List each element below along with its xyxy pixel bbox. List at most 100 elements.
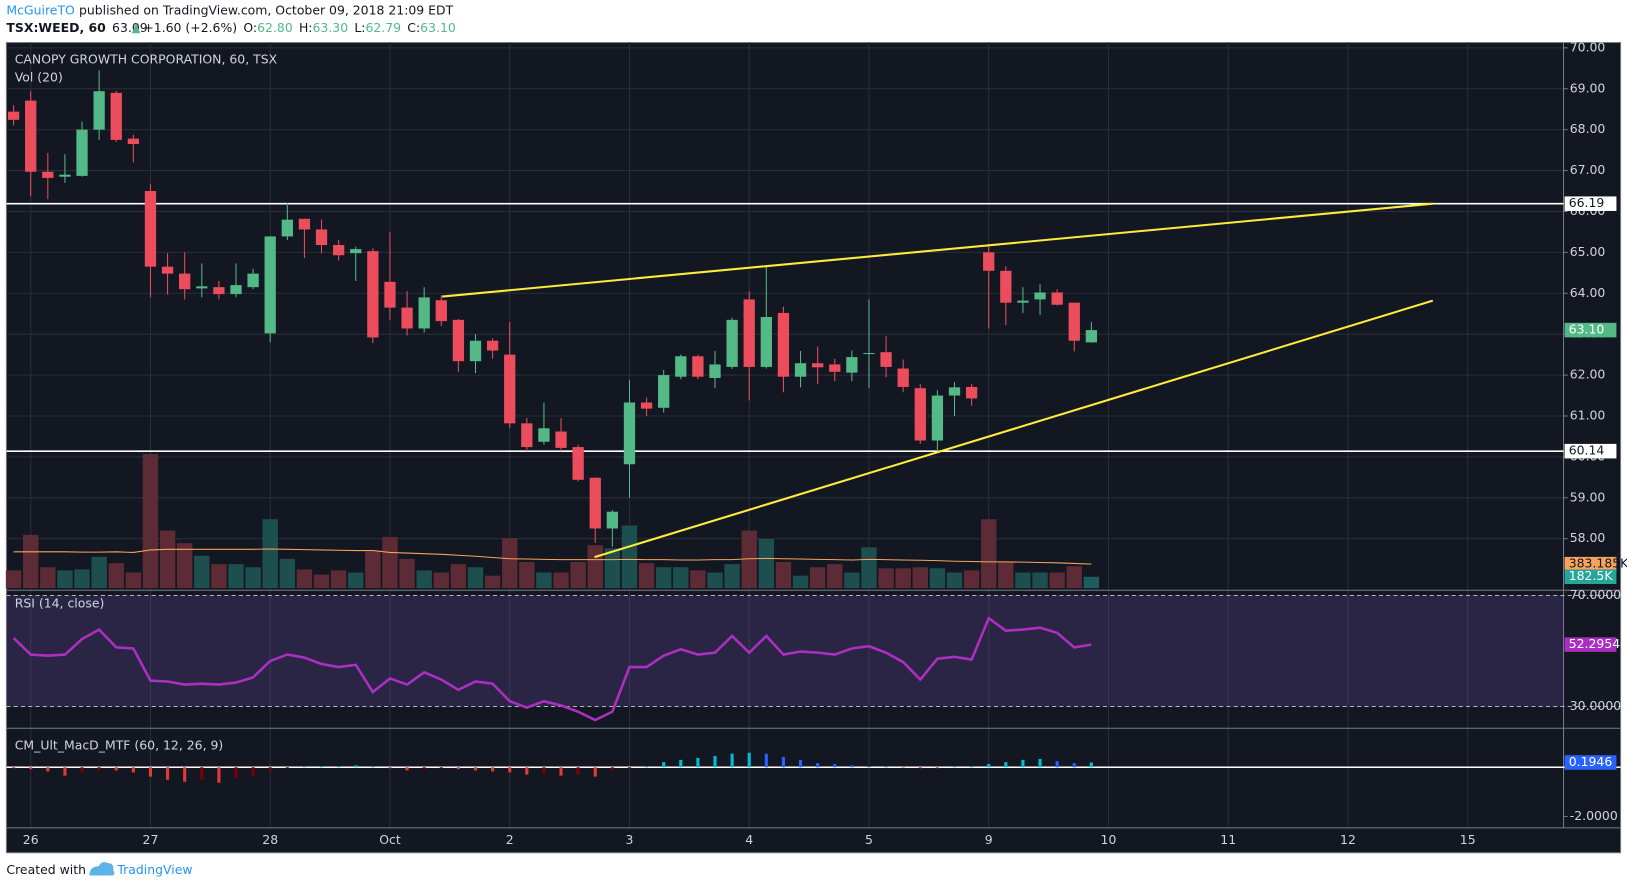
last-close-label: 63.10 xyxy=(1569,322,1605,337)
candle-body xyxy=(230,285,242,295)
macd-bar xyxy=(747,752,751,768)
volume-bar xyxy=(228,564,244,589)
candle-body xyxy=(76,129,88,176)
macd-bar xyxy=(593,767,597,777)
macd-bar xyxy=(131,767,135,773)
volume-bar xyxy=(981,519,997,589)
macd-bar xyxy=(833,764,837,768)
macd-bar xyxy=(987,764,991,768)
volume-ma-label: 383.185K xyxy=(1569,556,1627,571)
macd-bar xyxy=(850,765,854,768)
candle-body xyxy=(726,319,738,367)
candle-body xyxy=(418,297,430,329)
macd-bar xyxy=(337,766,341,768)
y-tick-label: 68.00 xyxy=(1570,121,1606,136)
volume-bar xyxy=(433,572,449,589)
volume-bar xyxy=(724,564,740,589)
volume-bar xyxy=(655,567,672,589)
volume-bar xyxy=(416,570,432,589)
x-tick-label: 3 xyxy=(626,832,634,847)
macd-bar xyxy=(439,767,443,769)
volume-bar xyxy=(570,561,586,589)
volume-bar xyxy=(194,555,210,589)
volume-bar xyxy=(707,572,723,589)
x-tick-label: 15 xyxy=(1460,832,1476,847)
y-tick-label: 58.00 xyxy=(1570,530,1606,545)
x-tick-label: 28 xyxy=(262,832,278,847)
volume-bar xyxy=(5,570,22,589)
macd-bar xyxy=(319,766,324,768)
candle-body xyxy=(880,352,892,367)
rsi-band xyxy=(6,595,1564,707)
rsi-tick-label: 70.0000 xyxy=(1570,587,1622,602)
volume-bar xyxy=(262,519,278,589)
candle-body xyxy=(948,387,961,396)
y-tick-label: 61.00 xyxy=(1570,407,1606,422)
x-tick-label: 4 xyxy=(745,832,753,847)
macd-bar xyxy=(1089,762,1093,768)
candle-body xyxy=(179,273,191,290)
candle-body xyxy=(743,299,755,367)
volume-bar xyxy=(176,543,193,589)
brand[interactable]: TradingView xyxy=(116,862,192,877)
ohlc-value: 62.80 xyxy=(257,20,293,35)
author[interactable]: McGuireTO xyxy=(6,2,75,17)
candle-body xyxy=(983,252,995,271)
volume-bar xyxy=(998,561,1014,589)
candle-body xyxy=(452,319,465,362)
x-tick-label: 2 xyxy=(506,832,514,847)
volume-bar xyxy=(929,568,946,589)
volume-bar xyxy=(587,545,603,589)
macd-bar xyxy=(730,753,734,768)
candle-body xyxy=(897,368,909,387)
candle-body xyxy=(914,388,926,441)
candle-body xyxy=(794,363,807,377)
rsi-line xyxy=(12,616,1092,722)
macd-bar xyxy=(1055,761,1059,768)
macd-bar xyxy=(80,767,84,773)
macd-bar xyxy=(200,767,204,780)
macd-bar xyxy=(97,767,101,771)
x-tick-label: 27 xyxy=(143,832,159,847)
up-arrow xyxy=(131,22,141,34)
candle-body xyxy=(521,423,533,448)
volume-bar xyxy=(313,574,330,589)
macd-bar xyxy=(627,767,632,769)
macd-bar xyxy=(1021,759,1025,768)
candle-body xyxy=(401,307,413,329)
ohlc-value: 63.30 xyxy=(313,20,349,35)
macd-bar xyxy=(491,767,495,772)
symbol-line: TSX:WEED, 60 63.09 xyxy=(6,20,147,35)
candle-body xyxy=(384,281,396,308)
chart-title: CANOPY GROWTH CORPORATION, 60, TSX xyxy=(15,52,278,67)
candle-body xyxy=(658,375,670,408)
volume-title: Vol (20) xyxy=(15,69,63,84)
volume-bar xyxy=(502,538,518,589)
macd-bar xyxy=(388,767,392,769)
candle-body xyxy=(709,364,721,378)
y-tick-label: 70.00 xyxy=(1570,39,1606,54)
candle-body xyxy=(298,218,311,230)
volume-bar xyxy=(827,564,843,589)
macd-bar xyxy=(508,767,512,773)
macd-bar xyxy=(473,767,478,771)
x-tick-label: 10 xyxy=(1101,832,1117,847)
ohlc-key: H: xyxy=(299,20,313,35)
volume-bar xyxy=(142,453,159,589)
candle-body xyxy=(606,511,619,529)
macd-bar xyxy=(1072,763,1076,768)
volume-bar xyxy=(741,530,757,589)
macd-bar xyxy=(781,756,785,768)
candle-body xyxy=(1068,302,1080,341)
candle-body xyxy=(59,174,71,177)
macd-bar xyxy=(679,759,683,768)
macd-bar xyxy=(696,757,700,768)
volume-bar xyxy=(296,569,313,589)
candle-body xyxy=(760,317,772,367)
candle-body xyxy=(247,273,259,288)
volume-bar xyxy=(792,575,809,589)
candle-body xyxy=(846,357,858,373)
y-tick-label: 59.00 xyxy=(1570,489,1606,504)
ohlc-key: L: xyxy=(354,20,365,35)
